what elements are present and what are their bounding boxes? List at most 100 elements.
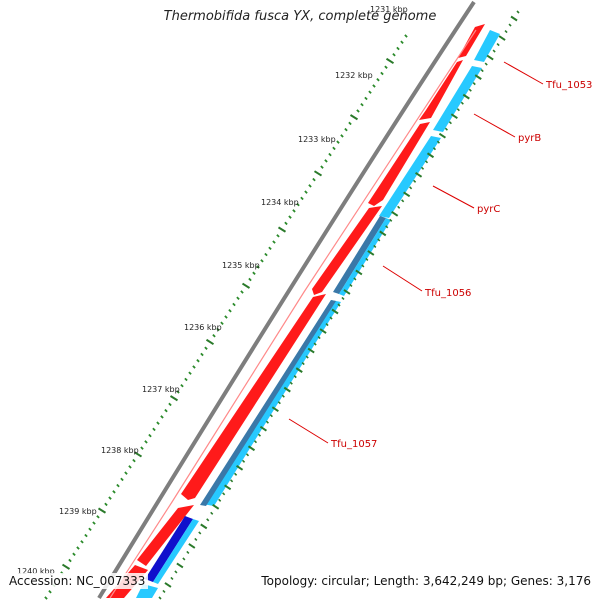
gc-track-mark: [472, 82, 476, 86]
gene-arrow-pyrb: [419, 60, 463, 120]
gc-track-mark: [373, 244, 377, 248]
scale-minor-tick: [140, 446, 144, 450]
gc-track-mark: [236, 464, 244, 471]
scale-minor-tick: [92, 521, 96, 525]
gc-track-mark: [283, 386, 291, 393]
gc-track-mark: [462, 93, 470, 100]
gene-highlight: [109, 29, 477, 599]
tick-label: 1232 kbp: [335, 71, 373, 80]
scale-minor-tick: [232, 302, 236, 307]
tick-label: 1235 kbp: [222, 261, 260, 270]
scale-minor-tick: [272, 240, 276, 244]
gene-arrow-tfu1057: [181, 294, 326, 500]
scale-major-tick: [313, 170, 323, 177]
gc-track-mark: [230, 479, 234, 483]
gc-track-mark: [257, 433, 262, 437]
gene-label-pyrc[interactable]: pyrC: [477, 204, 500, 215]
cds-feature-track: [136, 30, 500, 598]
gc-track-mark: [234, 472, 238, 476]
gc-track-mark: [377, 238, 381, 242]
gc-track-mark: [504, 29, 508, 34]
genome-summary-text: Topology: circular; Length: 3,642,249 bp…: [258, 573, 594, 589]
scale-minor-tick: [320, 165, 324, 169]
gc-track-mark: [158, 596, 162, 600]
gc-track-mark: [210, 511, 214, 515]
gc-track-mark: [432, 147, 437, 151]
gc-track-mark: [307, 347, 315, 354]
scale-major-tick: [277, 226, 287, 233]
gc-track-mark: [450, 113, 458, 120]
scale-minor-tick: [148, 433, 152, 438]
gc-track-mark: [474, 74, 482, 80]
gc-track-mark: [349, 283, 353, 288]
scale-minor-tick: [160, 415, 164, 419]
gc-track-mark: [245, 453, 250, 457]
scale-minor-tick: [200, 352, 204, 357]
callout-line-tfu1053: [503, 61, 544, 85]
gene-label-pyrb[interactable]: pyrB: [518, 133, 541, 144]
gc-track-mark: [508, 23, 512, 27]
scale-minor-tick: [224, 315, 228, 319]
scale-minor-tick: [80, 540, 84, 544]
scale-minor-tick: [364, 96, 368, 101]
scale-minor-tick: [324, 159, 328, 163]
gc-track-mark: [212, 504, 220, 510]
scale-major-tick: [349, 114, 359, 121]
scale-minor-tick: [240, 290, 244, 294]
scale-minor-tick: [308, 184, 312, 188]
gc-track-mark: [331, 308, 339, 315]
gene-arrow-tfu1056: [312, 206, 382, 295]
gc-track-mark: [409, 186, 413, 190]
scale-minor-tick: [196, 358, 200, 363]
gc-track-mark: [361, 264, 365, 268]
gc-track-mark: [415, 171, 423, 178]
gc-track-mark: [420, 166, 425, 170]
scale-minor-tick: [152, 427, 156, 432]
gene-label-tfu1053[interactable]: Tfu_1053: [545, 80, 592, 91]
scale-minor-tick: [296, 202, 300, 207]
cds-tfu1053: [474, 30, 500, 62]
scale-minor-tick: [260, 259, 264, 263]
scale-minor-tick: [368, 90, 372, 94]
scale-major-tick: [61, 563, 71, 570]
gc-track-mark: [188, 543, 196, 549]
gc-track-mark: [241, 459, 246, 463]
cds-pyrc-dark: [333, 216, 386, 294]
scale-minor-tick: [156, 421, 160, 425]
gc-track-mark: [170, 576, 174, 581]
scale-minor-tick: [372, 84, 376, 88]
tick-label: 1238 kbp: [101, 446, 139, 455]
tick-label: 1239 kbp: [59, 507, 97, 516]
gene-label-tfu1057[interactable]: Tfu_1057: [330, 439, 377, 450]
callout-line-tfu1056: [382, 265, 423, 292]
gc-track-mark: [403, 191, 411, 198]
scale-minor-tick: [180, 383, 184, 388]
gene-arrow-tfu1053: [458, 24, 485, 58]
gc-track-mark: [259, 425, 267, 432]
scale-minor-tick: [268, 246, 272, 251]
scale-minor-tick: [400, 40, 404, 44]
scale-minor-tick: [132, 458, 136, 463]
scale-minor-tick: [380, 71, 384, 76]
gc-track-mark: [164, 582, 172, 588]
scale-minor-tick: [116, 483, 120, 488]
scale-minor-tick: [384, 65, 388, 69]
tick-label: 1234 kbp: [261, 198, 299, 207]
scale-major-tick: [385, 57, 395, 65]
scale-minor-tick: [348, 121, 352, 126]
gene-arrow-lower-1: [137, 505, 194, 566]
gc-track-mark: [385, 225, 389, 229]
scale-minor-tick: [284, 221, 288, 226]
tick-label: 1233 kbp: [298, 135, 336, 144]
gc-track-mark: [329, 316, 333, 320]
gene-label-tfu1056[interactable]: Tfu_1056: [424, 288, 471, 299]
scale-track: [44, 34, 408, 600]
gc-track-mark: [496, 42, 500, 47]
scale-minor-tick: [336, 140, 340, 144]
scale-minor-tick: [220, 321, 224, 325]
scale-minor-tick: [404, 34, 408, 38]
gc-track-mark: [486, 54, 494, 61]
scale-minor-tick: [276, 234, 280, 238]
